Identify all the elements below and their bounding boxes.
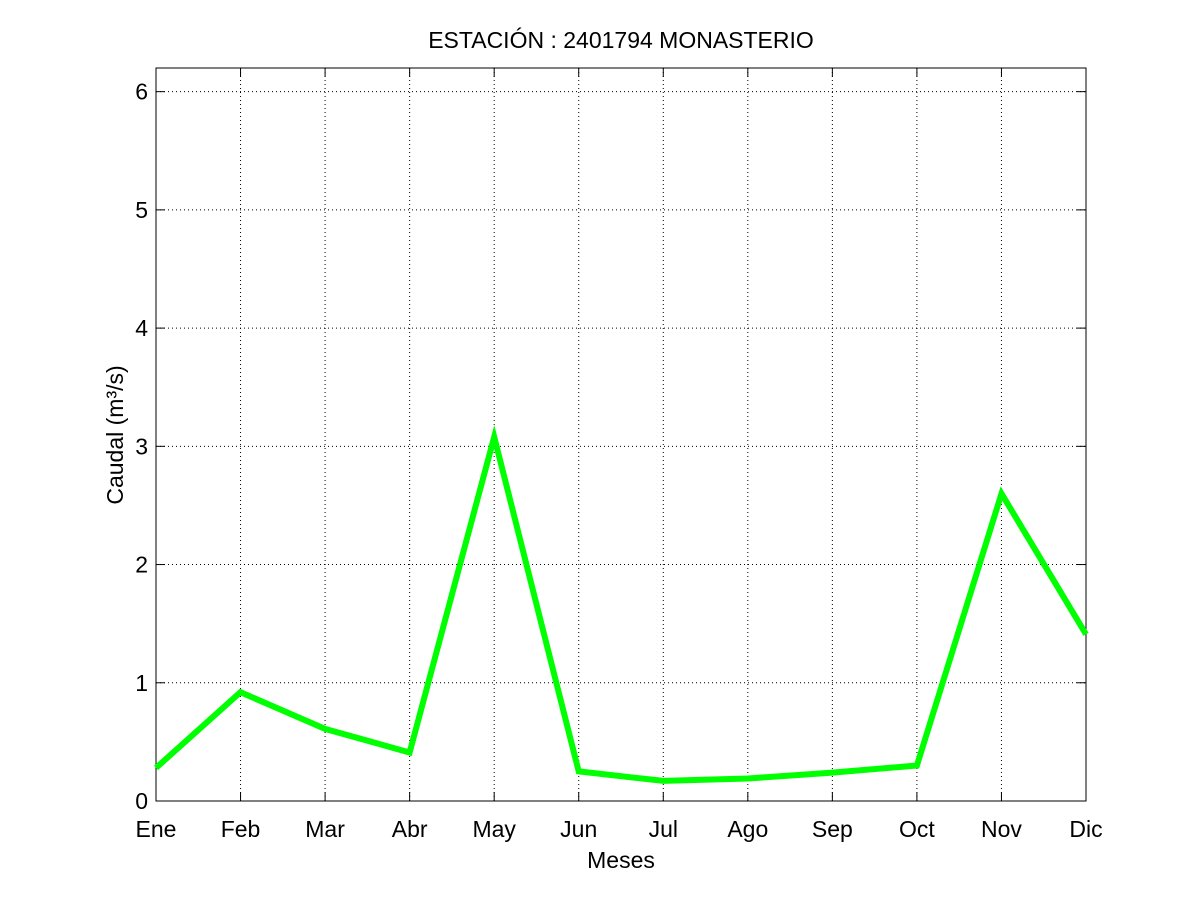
y-tick-labels: 0 1 2 3 4 5 6: [135, 79, 148, 814]
y-tick-label: 3: [135, 433, 148, 459]
y-tick-label: 4: [135, 315, 148, 341]
x-tick-label: Ago: [727, 816, 768, 842]
y-tick-label: 1: [135, 670, 148, 696]
x-tick-label: Jul: [649, 816, 678, 842]
y-tick-label: 6: [135, 79, 148, 105]
grid-lines: [156, 68, 1086, 801]
x-tick-label: Feb: [221, 816, 261, 842]
x-tick-label: Oct: [899, 816, 935, 842]
x-axis-title: Meses: [587, 847, 655, 873]
x-tick-label: Ene: [136, 816, 177, 842]
x-tick-labels: Ene Feb Mar Abr May Jun Jul Ago Sep Oct Nov Dic: [136, 816, 1103, 842]
y-tick-label: 0: [135, 788, 148, 814]
plot-background: [156, 68, 1086, 801]
x-tick-label: Sep: [812, 816, 853, 842]
x-tick-label: Jun: [560, 816, 597, 842]
y-tick-label: 5: [135, 197, 148, 223]
y-tick-label: 2: [135, 552, 148, 578]
series-layer: [153, 424, 1089, 784]
x-tick-label: Abr: [392, 816, 428, 842]
y-axis-title: Caudal (m³/s): [102, 365, 128, 504]
x-tick-label: Dic: [1069, 816, 1102, 842]
x-tick-label: Mar: [305, 816, 345, 842]
x-tick-label: Nov: [981, 816, 1022, 842]
chart-title: ESTACIÓN : 2401794 MONASTERIO: [428, 27, 814, 53]
series-line: [153, 424, 1089, 784]
plot-frame: [155, 67, 1087, 802]
x-tick-label: May: [472, 816, 516, 842]
